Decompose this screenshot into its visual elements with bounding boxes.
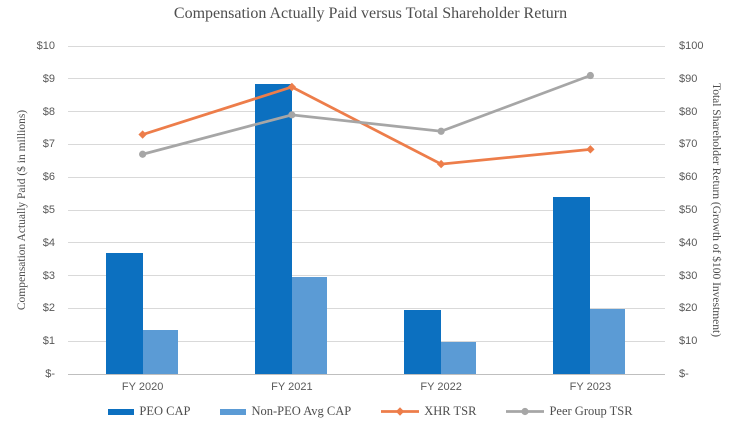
right-axis-title: Total Shareholder Return (Growth of $100… [710,82,722,338]
left-axis-tick: $4 [42,236,55,249]
legend-label: Non-PEO Avg CAP [251,404,352,418]
category-label: FY 2022 [420,381,462,393]
legend-swatch-non-peo-avg-cap [220,408,247,415]
left-axis-tick: $9 [42,72,55,85]
bar-non-peo-avg-cap-fy-2022 [441,342,477,374]
left-axis-tick: $8 [42,105,55,118]
right-axis-tick: $50 [679,204,698,216]
gridline [68,45,665,47]
right-axis-tick: $10 [679,335,698,348]
bar-peo-cap-fy-2021 [254,83,292,374]
left-axis-title: Compensation Actually Paid ($ in million… [16,109,28,311]
gridline [68,242,665,244]
bar-non-peo-avg-cap-fy-2021 [291,276,327,374]
bar-peo-cap-fy-2023 [553,196,591,374]
gridline [68,143,665,145]
left-axis-tick: $5 [42,204,55,216]
legend-item-peer-group-tsr: Peer Group TSR [506,404,633,419]
right-axis-tick: $100 [679,40,704,52]
bar-non-peo-avg-cap-fy-2023 [590,309,626,374]
legend-swatch-peo-cap [108,408,135,415]
legend-label: PEO CAP [139,404,191,418]
legend-item-peo-cap: PEO CAP [108,404,190,419]
bar-peo-cap-fy-2022 [404,310,442,374]
right-axis-tick: $30 [679,269,698,282]
legend-swatch-xhr-tsr [381,407,420,416]
left-axis-tick: $2 [42,302,55,315]
right-axis-tick: $90 [679,72,698,85]
right-axis-tick: $- [679,368,689,380]
legend-label: Peer Group TSR [549,404,633,418]
gridline [68,176,665,178]
category-label: FY 2021 [271,381,313,393]
left-axis-tick: $3 [42,269,55,282]
marker-xhr-tsr [586,145,595,154]
bar-peo-cap-fy-2020 [105,252,143,374]
category-label: FY 2020 [121,381,164,393]
bar-non-peo-avg-cap-fy-2020 [142,329,178,374]
left-axis-tick: $7 [42,138,55,151]
legend: PEO CAP Non-PEO Avg CAP XHR TSR Peer Group … [0,404,741,419]
marker-xhr-tsr [436,159,446,169]
gridline [68,209,665,211]
category-label: FY 2023 [569,381,612,393]
right-axis-tick: $40 [679,236,698,249]
right-axis-tick: $80 [679,105,698,118]
legend-label: XHR TSR [424,404,477,418]
gridline [68,275,665,277]
right-axis-tick: $20 [679,302,698,315]
line-xhr-tsr [142,85,591,166]
marker-xhr-tsr [138,130,147,139]
left-axis-tick: $6 [42,171,55,184]
gridline [68,78,665,80]
gridline [68,307,665,309]
marker-peer-group-tsr [437,127,445,135]
right-axis-tick: $60 [679,171,698,184]
right-axis-tick: $70 [679,138,698,151]
gridline [68,111,665,113]
chart-title: Compensation Actually Paid versus Total … [173,5,568,22]
marker-peer-group-tsr [139,150,147,158]
left-axis-tick: $1 [42,335,55,348]
x-axis-line [68,373,665,375]
line-peer-group-tsr [142,74,591,156]
legend-item-xhr-tsr: XHR TSR [381,404,476,419]
gridline [68,340,665,342]
left-axis-tick: $- [45,368,55,380]
left-axis-tick: $10 [36,40,55,52]
legend-item-non-peo-avg-cap: Non-PEO Avg CAP [220,404,351,419]
legend-swatch-peer-group-tsr [506,407,545,416]
